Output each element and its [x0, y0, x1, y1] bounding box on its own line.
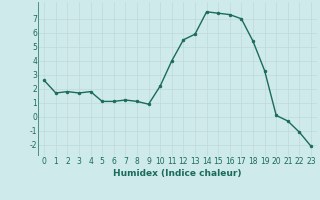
X-axis label: Humidex (Indice chaleur): Humidex (Indice chaleur) [113, 169, 242, 178]
